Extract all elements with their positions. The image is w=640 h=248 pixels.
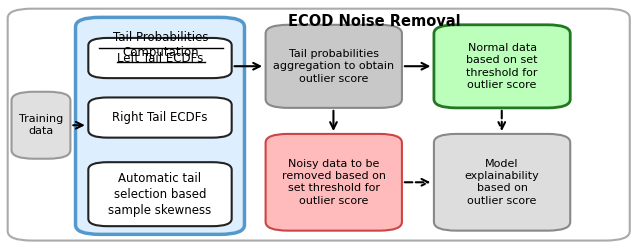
FancyBboxPatch shape [88,162,232,226]
Text: Model
explainability
based on
outlier score: Model explainability based on outlier sc… [465,159,540,206]
Text: Automatic tail
selection based
sample skewness: Automatic tail selection based sample sk… [108,172,212,217]
Text: Tail Probabilities: Tail Probabilities [113,31,209,44]
Text: Tail probabilities
aggregation to obtain
outlier score: Tail probabilities aggregation to obtain… [273,49,394,84]
FancyBboxPatch shape [266,25,402,108]
FancyBboxPatch shape [88,97,232,138]
FancyBboxPatch shape [12,92,70,159]
FancyBboxPatch shape [434,25,570,108]
FancyBboxPatch shape [434,134,570,231]
Text: Noisy data to be
removed based on
set threshold for
outlier score: Noisy data to be removed based on set th… [282,159,386,206]
FancyBboxPatch shape [76,17,244,234]
FancyBboxPatch shape [8,9,630,241]
Text: Training
data: Training data [19,114,63,136]
Text: Right Tail ECDFs: Right Tail ECDFs [112,111,208,124]
FancyBboxPatch shape [88,38,232,78]
Text: ECOD Noise Removal: ECOD Noise Removal [288,14,461,29]
Text: Computation: Computation [122,46,199,59]
Text: Left Tail ECDFs: Left Tail ECDFs [117,52,203,64]
Text: Normal data
based on set
threshold for
outlier score: Normal data based on set threshold for o… [467,43,538,90]
FancyBboxPatch shape [266,134,402,231]
